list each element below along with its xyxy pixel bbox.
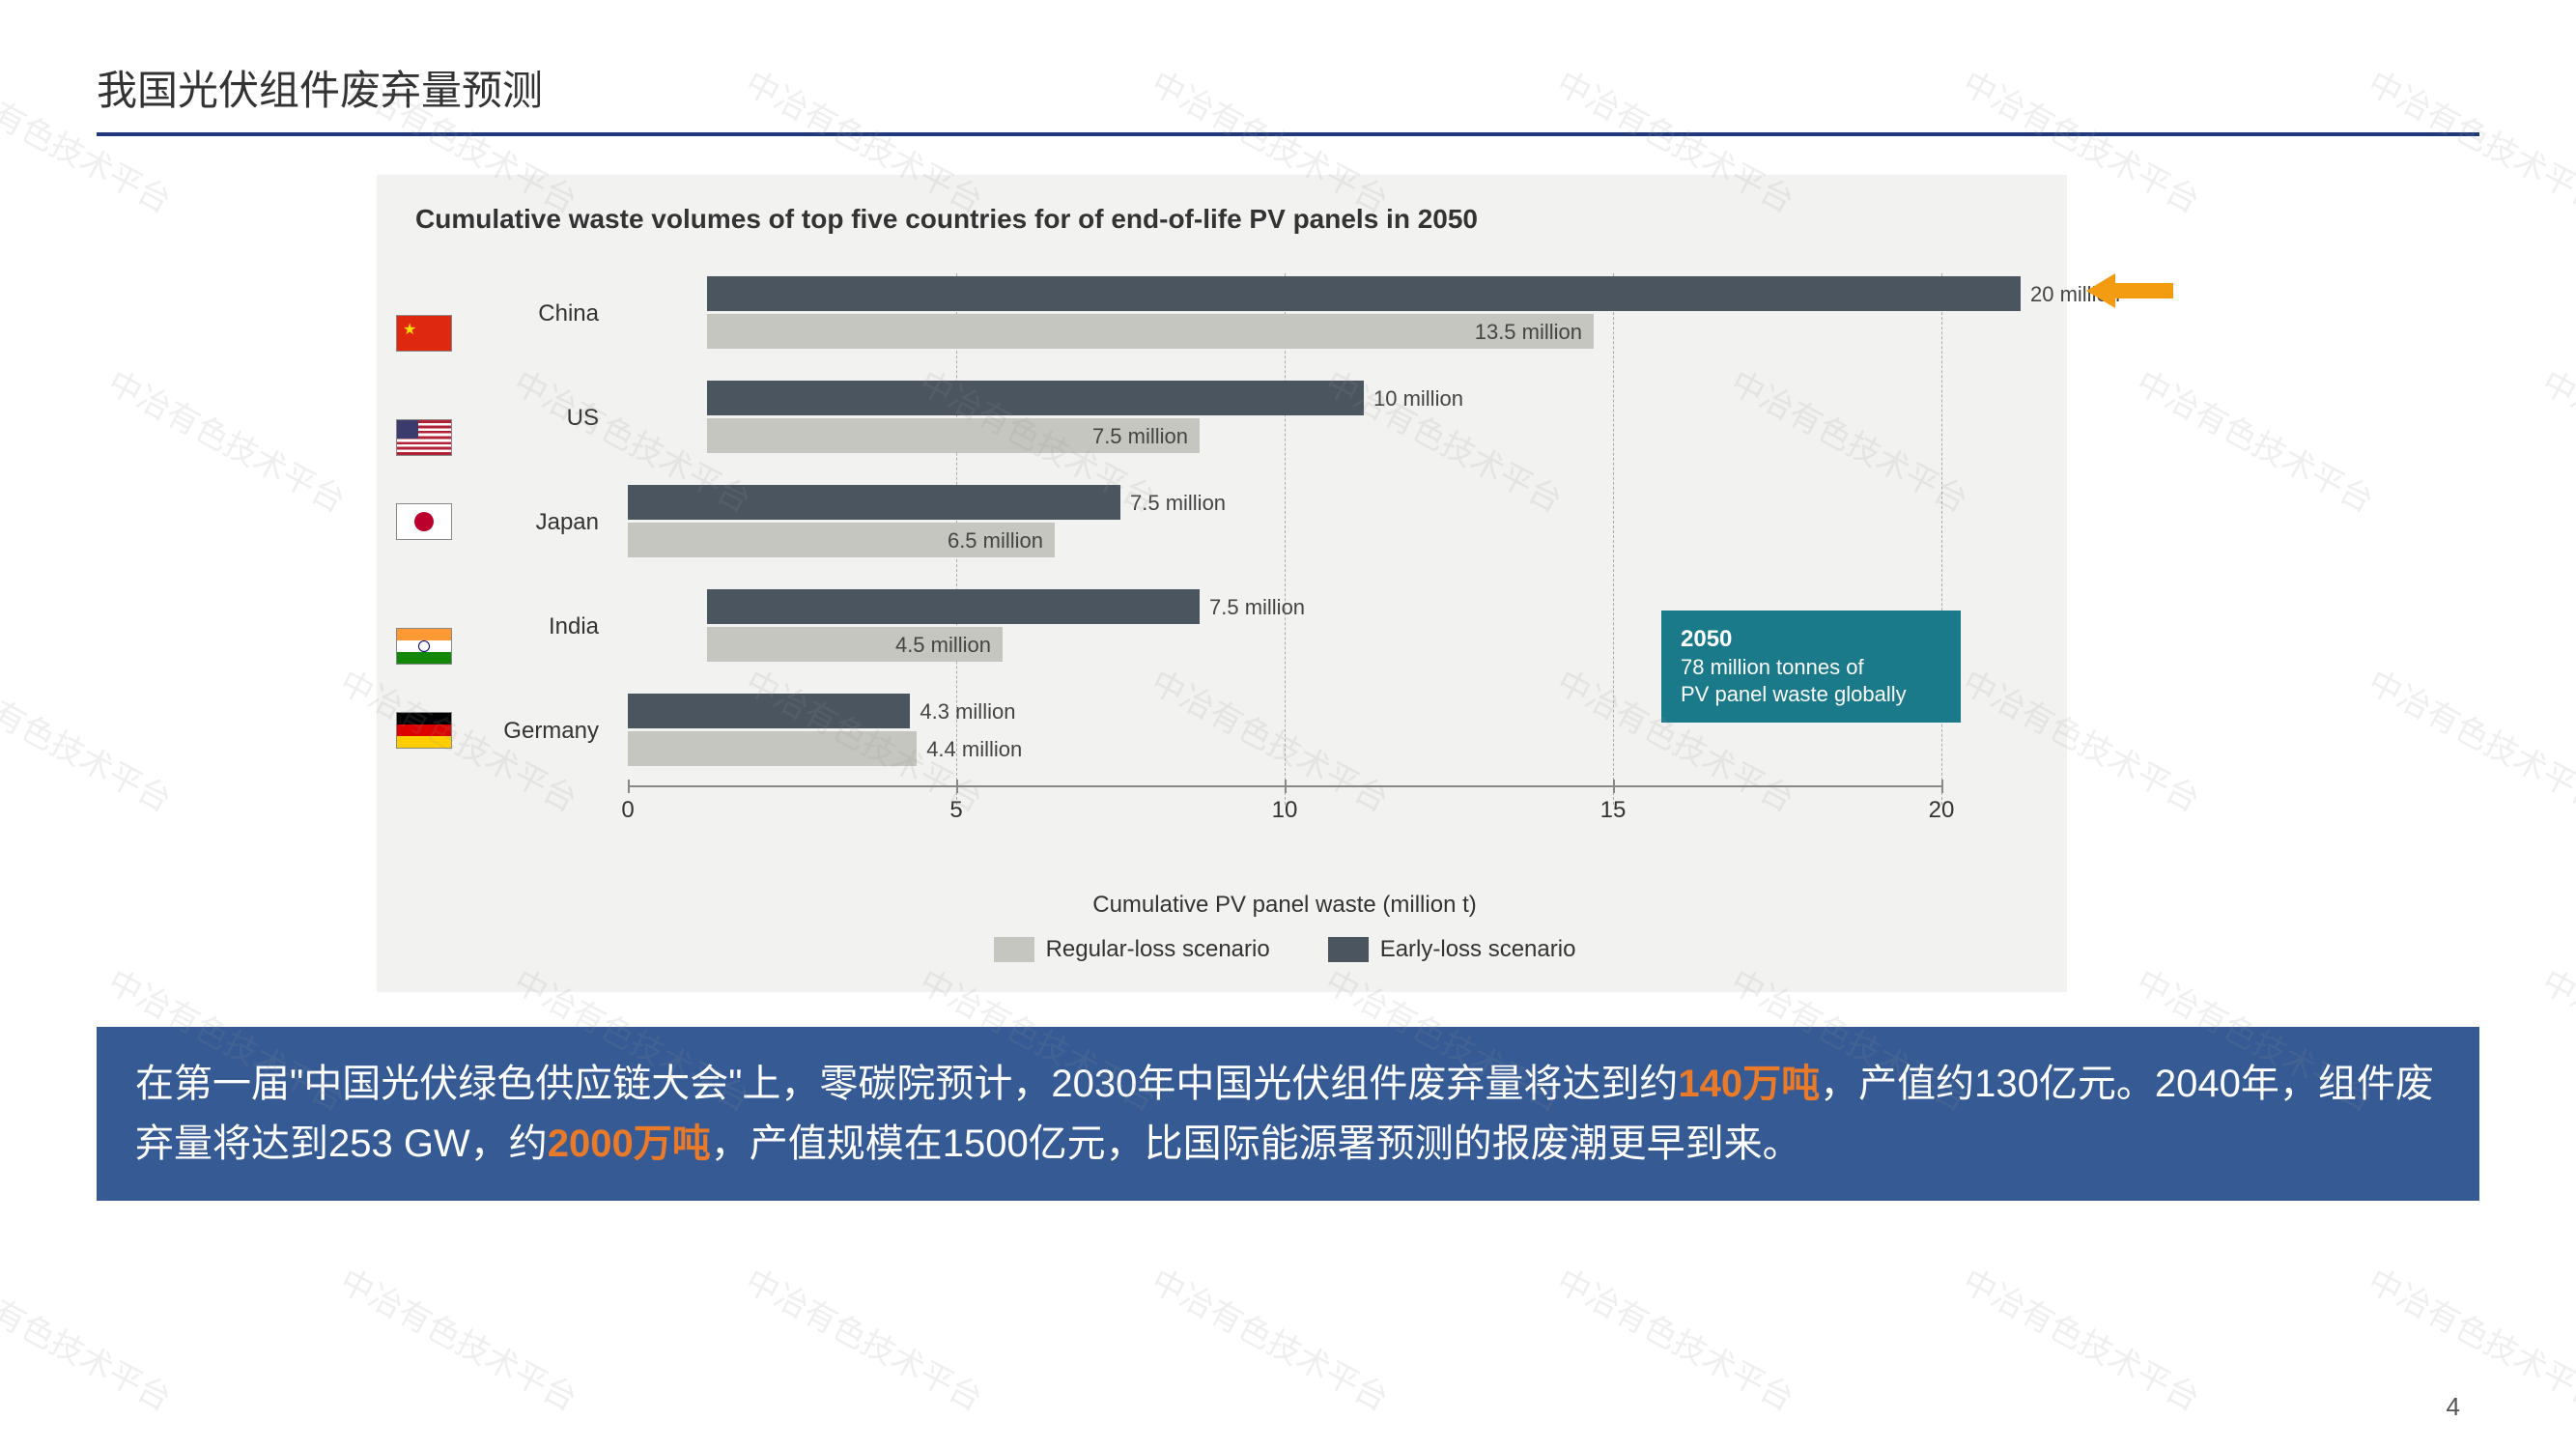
page-title: 我国光伏组件废弃量预测 [97,58,2479,117]
watermark-text: 中冶有色技术平台 [2129,356,2383,522]
country-label: India [483,613,599,640]
bar-value-label: 13.5 million [1475,320,1582,345]
callout-box: 205078 million tonnes ofPV panel waste g… [1661,611,1961,723]
china-flag-icon [396,315,452,352]
x-tick-label: 5 [949,797,962,824]
bar-value-label: 4.5 million [895,633,991,658]
x-tick [1285,780,1287,793]
bar-value-label: 6.5 million [948,528,1043,554]
watermark-text: 中冶有色技术平台 [1955,1255,2209,1420]
watermark-text: 中冶有色技术平台 [332,1255,586,1420]
watermark-text: 中冶有色技术平台 [1144,1255,1398,1420]
bar-regular-loss: 7.5 million [707,418,1200,453]
x-axis-title: Cumulative PV panel waste (million t) [628,892,1941,919]
bar-value-label: 4.3 million [920,699,1015,724]
bar-early-loss: 7.5 million [628,485,1120,520]
legend-swatch [1328,937,1369,962]
watermark-text: 中冶有色技术平台 [2361,1255,2576,1420]
bar-early-loss: 10 million [707,381,1364,415]
chart-row: China20 million13.5 million [628,273,1941,351]
country-label: Japan [483,509,599,536]
legend-label: Regular-loss scenario [1046,936,1270,963]
bar-value-label: 7.5 million [1209,595,1305,620]
bar-value-label: 7.5 million [1092,424,1188,449]
watermark-text: 中冶有色技术平台 [1549,1255,1803,1420]
bar-group: 20 million 13.5 million [707,276,2021,349]
footer-text-3: ，产值规模在1500亿元，比国际能源署预测的报废潮更早到来。 [711,1122,1801,1165]
watermark-text: 中冶有色技术平台 [2361,656,2576,821]
x-axis: 05101520 [628,785,1941,843]
bar-early-loss: 20 million [707,276,2021,311]
footer-highlight-2: 2000万吨 [548,1122,711,1165]
country-label: US [483,405,599,432]
footer-text-box: 在第一届"中国光伏绿色供应链大会"上，零碳院预计，2030年中国光伏组件废弃量将… [97,1027,2479,1201]
chart-row: US10 million7.5 million [628,378,1941,455]
bar-value-label: 7.5 million [1130,491,1226,516]
x-tick-label: 0 [621,797,634,824]
bar-value-label: 4.4 million [926,737,1022,762]
watermark-text: 中冶有色技术平台 [0,1255,182,1420]
legend: Regular-loss scenario Early-loss scenario [628,936,1941,963]
bar-group: 10 million 7.5 million [707,381,1941,453]
x-tick-label: 10 [1272,797,1298,824]
footer-text-1: 在第一届"中国光伏绿色供应链大会"上，零碳院预计，2030年中国光伏组件废弃量将… [135,1063,1678,1105]
bar-regular-loss: 13.5 million [707,314,1594,349]
title-underline [97,132,2479,136]
country-label: China [483,300,599,327]
slide: 我国光伏组件废弃量预测 Cumulative waste volumes of … [0,0,2576,1449]
bar-regular-loss: 6.5 million [628,523,1055,557]
chart-row: Japan7.5 million6.5 million [628,482,1941,559]
country-label: Germany [483,718,599,745]
india-flag-icon [396,628,452,665]
legend-item: Regular-loss scenario [994,936,1270,963]
japan-flag-icon [396,503,452,540]
us-flag-icon [396,419,452,456]
germany-flag-icon [396,712,452,749]
highlight-arrow-icon [2086,271,2173,310]
legend-label: Early-loss scenario [1380,936,1576,963]
x-tick [956,780,958,793]
watermark-text: 中冶有色技术平台 [2534,356,2576,522]
watermark-text: 中冶有色技术平台 [738,1255,992,1420]
bar-regular-loss: 4.4 million [628,731,917,766]
x-tick [1941,780,1943,793]
callout-year: 2050 [1681,624,1941,654]
chart-title: Cumulative waste volumes of top five cou… [415,204,2028,235]
watermark-text: 中冶有色技术平台 [100,356,354,522]
bar-early-loss: 4.3 million [628,694,910,728]
x-tick [1613,780,1615,793]
x-tick [628,780,630,793]
bar-regular-loss: 4.5 million [707,627,1003,662]
legend-item: Early-loss scenario [1328,936,1576,963]
bar-early-loss: 7.5 million [707,589,1200,624]
gridline [1941,273,1942,805]
chart-container: Cumulative waste volumes of top five cou… [377,175,2067,992]
callout-text: 78 million tonnes ofPV panel waste globa… [1681,654,1941,709]
bar-group: 7.5 million 6.5 million [628,485,1941,557]
watermark-text: 中冶有色技术平台 [2534,955,2576,1121]
x-tick-label: 20 [1929,797,1955,824]
watermark-text: 中冶有色技术平台 [0,656,182,821]
footer-highlight-1: 140万吨 [1678,1063,1820,1105]
x-tick-label: 15 [1600,797,1627,824]
bar-value-label: 10 million [1373,386,1463,412]
legend-swatch [994,937,1034,962]
plot-area: China20 million13.5 millionUS10 million7… [628,273,1941,805]
page-number: 4 [2447,1392,2460,1422]
